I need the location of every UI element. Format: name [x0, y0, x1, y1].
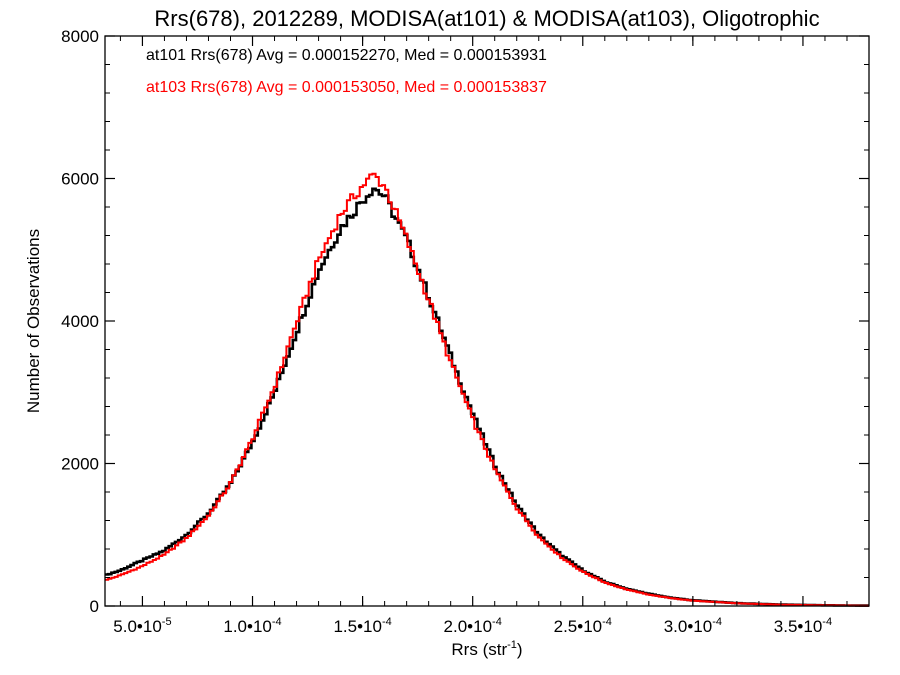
chart-title: Rrs(678), 2012289, MODISA(at101) & MODIS…: [154, 6, 819, 31]
x-axis-label-exponent: -1: [507, 639, 517, 651]
series-at103-histogram: [105, 172, 869, 607]
x-tick-label-2: 1.5•10-4: [333, 616, 391, 636]
x-axis-label: Rrs (str-1): [451, 639, 522, 659]
series-layer: [105, 172, 869, 607]
x-tick-label-1: 1.0•10-4: [223, 616, 281, 636]
plot-frame: [104, 35, 870, 607]
x-axis-label-base: Rrs (str: [451, 640, 507, 659]
x-axis-label-close: ): [517, 640, 523, 659]
x-tick-label-6: 3.5•10-4: [774, 616, 832, 636]
legend-at101-stats: at101 Rrs(678) Avg = 0.000152270, Med = …: [146, 47, 547, 64]
ticks-layer: 0 2000 4000 6000 8000 5.0•10-5 1.0•10-4 1.5•10-…: [61, 27, 869, 636]
y-axis-label: Number of Observations: [24, 229, 43, 413]
legend-at103-stats: at103 Rrs(678) Avg = 0.000153050, Med = …: [146, 79, 547, 96]
y-tick-label-2: 4000: [61, 312, 99, 331]
x-tick-label-0: 5.0•10-5: [113, 616, 171, 636]
y-tick-label-4: 8000: [61, 27, 99, 46]
y-tick-label-3: 6000: [61, 170, 99, 189]
y-tick-label-1: 2000: [61, 455, 99, 474]
x-tick-label-3: 2.0•10-4: [444, 616, 502, 636]
y-tick-label-0: 0: [90, 597, 99, 616]
series-at101-histogram: [105, 187, 869, 607]
x-tick-label-5: 3.0•10-4: [664, 616, 722, 636]
x-tick-label-4: 2.5•10-4: [554, 616, 612, 636]
